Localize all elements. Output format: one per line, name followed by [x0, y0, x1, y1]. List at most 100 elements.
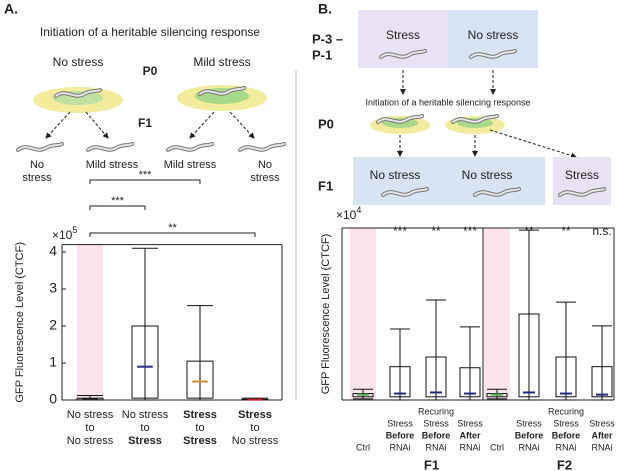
arrow [189, 111, 215, 139]
y-tick-label: 1 [49, 354, 57, 370]
label: Stress [386, 28, 420, 42]
diagram-b: P-3 – P-1 Stress No stress Initiation of… [312, 10, 611, 205]
x-tick-label: After [591, 430, 612, 440]
y-multiplier: ×104 [336, 205, 361, 222]
x-tick-label: After [459, 430, 480, 440]
x-tick-label: Stress [238, 409, 272, 421]
x-tick-label: Stress [183, 435, 217, 447]
x-tick-label: Before [552, 430, 581, 440]
box [459, 367, 481, 398]
label: No stress [370, 168, 421, 182]
x-tick-label: Stress [423, 418, 449, 428]
label: No [258, 159, 272, 171]
worm [238, 142, 286, 152]
x-tick-label: RNAi [389, 442, 410, 452]
y-tick-label: 2 [49, 317, 57, 333]
diagram-a: Initiation of a heritable silencing resp… [16, 25, 286, 184]
group-label: F1 [424, 457, 439, 471]
x-tick-label: No stress [232, 435, 279, 447]
x-tick-label: RNAi [591, 442, 612, 452]
label: Mild stress [193, 55, 250, 69]
arrow [45, 111, 71, 139]
bracket [89, 179, 201, 184]
generation: P0 [143, 64, 158, 78]
x-tick-label: No stress [67, 409, 114, 421]
shade [484, 228, 510, 400]
x-tick-label: Before [422, 430, 451, 440]
significance: ** [561, 224, 571, 238]
label: stress [22, 172, 52, 184]
box [353, 157, 545, 205]
significance: *** [463, 224, 477, 238]
title: Initiation of a heritable silencing resp… [40, 25, 260, 39]
y-axis-label: GFP Fluorescence Level (CTCF) [14, 242, 26, 403]
x-tick-label: Recuring [418, 406, 454, 416]
x-tick-label: Stress [457, 418, 483, 428]
x-tick-label: Recuring [548, 406, 584, 416]
box [186, 360, 214, 399]
label: Stress [565, 168, 599, 182]
significance: ** [431, 224, 441, 238]
y-tick-label: 0 [49, 391, 57, 407]
panel-label: A. [4, 1, 18, 17]
x-tick-label: Before [386, 430, 415, 440]
worm [166, 142, 214, 152]
x-tick-label: Stress [553, 418, 579, 428]
generation: P0 [318, 116, 334, 131]
box [389, 366, 411, 398]
y-multiplier-base: ×10 [52, 228, 73, 242]
y-multiplier-exp: 5 [72, 225, 77, 235]
label: stress [250, 172, 280, 184]
generation: F1 [138, 116, 152, 130]
bracket [89, 232, 256, 237]
label: No stress [468, 28, 519, 42]
x-tick-label: RNAi [425, 442, 446, 452]
arrow [85, 111, 109, 139]
bracket [89, 205, 146, 210]
y-multiplier-exp: 4 [356, 205, 361, 215]
label: No stress [53, 55, 104, 69]
box [555, 356, 577, 398]
significance: *** [111, 195, 125, 207]
significance: *** [393, 224, 407, 238]
panel-label: B. [318, 1, 332, 17]
x-tick-label: Stress [387, 418, 413, 428]
label: Mild stress [164, 159, 217, 171]
arrow [489, 129, 577, 159]
worm [16, 142, 64, 152]
y-tick-label: 3 [49, 280, 57, 296]
label: Mild stress [86, 159, 139, 171]
box [553, 157, 611, 205]
label: No stress [462, 168, 513, 182]
x-tick-label: No stress [122, 409, 169, 421]
box [352, 393, 374, 398]
significance: ** [524, 224, 534, 238]
shade [77, 244, 103, 400]
significance: ** [168, 222, 177, 234]
label: No [30, 159, 44, 171]
y-axis-label: GFP Fluorescence Level (CTCF) [320, 234, 332, 395]
x-tick-label: to [140, 422, 149, 434]
x-tick-label: Stress [516, 418, 542, 428]
x-tick-label: RNAi [555, 442, 576, 452]
significance: *** [139, 169, 153, 181]
box [131, 325, 159, 399]
x-tick-label: Ctrl [490, 442, 504, 452]
group-label: F2 [557, 457, 572, 471]
generation: P-1 [312, 47, 332, 62]
box [486, 393, 508, 398]
x-tick-label: Before [515, 430, 544, 440]
x-tick-label: to [195, 422, 204, 434]
x-tick-label: No stress [67, 435, 114, 447]
title: Initiation of a heritable silencing resp… [365, 97, 530, 107]
generation: P-3 – [312, 31, 343, 46]
worm [86, 142, 134, 152]
x-tick-label: RNAi [459, 442, 480, 452]
box [591, 366, 613, 398]
x-tick-label: Stress [128, 435, 162, 447]
shade [350, 228, 376, 400]
y-tick-label: 4 [49, 243, 57, 259]
x-tick-label: Stress [183, 409, 217, 421]
x-tick-label: Ctrl [356, 442, 370, 452]
